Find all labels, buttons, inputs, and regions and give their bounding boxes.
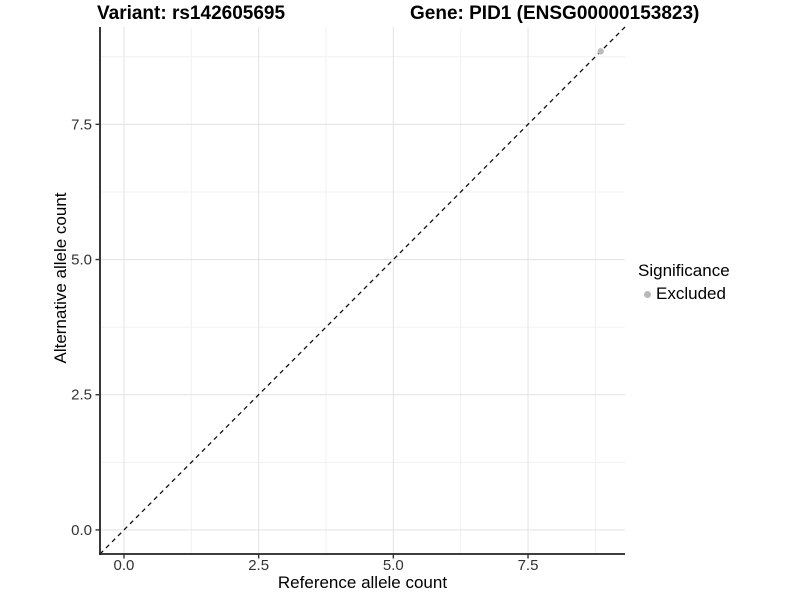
x-tick-label: 7.5 — [518, 557, 539, 574]
y-tick-label: 0.0 — [71, 522, 92, 539]
y-tick-label: 7.5 — [71, 116, 92, 133]
legend-title: Significance — [638, 261, 730, 280]
data-point-excluded — [597, 48, 604, 55]
x-axis-title: Reference allele count — [277, 573, 448, 592]
y-axis-title: Alternative allele count — [51, 192, 70, 364]
y-tick-label: 5.0 — [71, 252, 92, 269]
plot-title-variant: Variant: rs142605695 — [97, 3, 286, 24]
identity-dashed-line — [99, 26, 626, 555]
x-tick-label: 2.5 — [248, 557, 269, 574]
excluded-point-icon — [644, 290, 651, 298]
legend-item-label: Excluded — [656, 284, 726, 303]
x-tick-label: 0.0 — [114, 557, 135, 574]
y-tick-label: 2.5 — [71, 387, 92, 404]
x-tick-label: 5.0 — [383, 557, 404, 574]
plot-title-gene: Gene: PID1 (ENSG00000153823) — [410, 3, 700, 24]
legend-item-excluded: Excluded — [638, 284, 730, 304]
legend: Significance Excluded — [638, 261, 730, 304]
